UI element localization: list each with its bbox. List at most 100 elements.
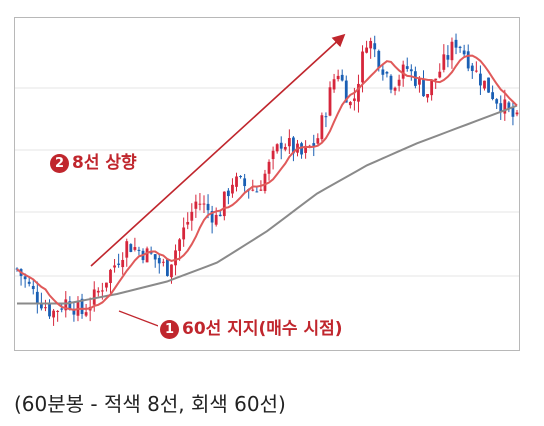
candle-down <box>80 298 84 314</box>
candle-down <box>385 71 389 74</box>
candle-down <box>511 106 515 117</box>
candle-down <box>72 310 76 315</box>
annotation-number-2: 2 <box>50 153 69 173</box>
candle-down <box>324 116 328 118</box>
candle-down <box>137 249 141 251</box>
candle-up <box>170 264 173 278</box>
candle-up <box>365 47 368 53</box>
candle-down <box>218 214 222 217</box>
candle-up <box>271 150 275 160</box>
candle-up <box>316 138 320 144</box>
candle-up <box>357 83 360 102</box>
candle-up <box>304 145 308 153</box>
candle-down <box>422 78 425 97</box>
candle-up <box>251 189 255 191</box>
candle-down <box>300 143 303 155</box>
candle-up <box>235 176 238 187</box>
candle-up <box>182 227 186 240</box>
candle-up <box>161 261 165 263</box>
candle-up <box>430 80 434 96</box>
ma8-line <box>16 54 518 311</box>
candle-up <box>190 211 194 221</box>
candle-down <box>446 55 450 60</box>
candle-up <box>397 79 401 86</box>
candle-down <box>48 304 51 317</box>
candle-up <box>474 70 478 72</box>
candle-down <box>499 103 503 113</box>
candle-down <box>157 257 161 264</box>
candle-up <box>418 78 421 85</box>
candle-down <box>39 303 43 309</box>
candle-up <box>283 146 287 150</box>
candle-down <box>15 268 19 270</box>
candle-up <box>125 241 129 258</box>
candle-down <box>405 66 409 69</box>
candle-down <box>255 191 259 193</box>
chart-caption: (60분봉 - 적색 8선, 회색 60선) <box>14 392 286 416</box>
candle-down <box>495 99 499 104</box>
candle-up <box>275 144 279 152</box>
candle-up <box>84 312 88 316</box>
candle-down <box>312 143 316 146</box>
candle-down <box>462 50 466 55</box>
annotation-ma60-support: 1 60선 지지(매수 시점) <box>158 314 345 339</box>
candle-down <box>243 178 247 187</box>
candle-down <box>68 301 72 310</box>
candle-down <box>292 137 295 154</box>
candle-up <box>503 99 507 114</box>
candle-up <box>178 239 182 251</box>
candle-down <box>479 73 482 86</box>
uptrend-arrow <box>90 33 346 267</box>
candle-down <box>340 74 344 81</box>
candle-up <box>438 71 442 78</box>
candle-down <box>27 281 31 284</box>
support-pointer-line <box>118 310 162 328</box>
candle-up <box>332 79 336 90</box>
candle-down <box>129 244 133 252</box>
candle-down <box>470 65 474 71</box>
candle-down <box>31 285 35 290</box>
candle-down <box>491 92 495 99</box>
annotation-ma8-rising: 2 8선 상향 <box>50 148 137 173</box>
candle-down <box>35 291 39 303</box>
ma60-line <box>17 104 518 305</box>
candle-up <box>109 269 112 284</box>
candle-up <box>56 310 60 312</box>
candle-up <box>320 115 324 140</box>
candle-down <box>454 39 458 48</box>
candle-up <box>450 41 454 61</box>
candle-up <box>64 299 68 311</box>
candle-down <box>381 69 385 75</box>
candle-up <box>267 161 271 174</box>
candle-down <box>210 211 214 223</box>
candle-up <box>92 289 96 305</box>
candle-up <box>352 98 356 101</box>
candle-up <box>222 191 226 217</box>
candle-up <box>174 250 177 266</box>
candle-up <box>214 214 218 225</box>
candle-up <box>434 78 438 81</box>
candle-down <box>226 190 230 197</box>
candle-up <box>105 282 108 288</box>
candle-up <box>287 138 291 147</box>
candle-down <box>507 102 511 109</box>
candle-down <box>239 176 242 178</box>
candle-down <box>23 276 27 280</box>
candle-up <box>194 201 198 209</box>
candle-up <box>145 248 149 263</box>
candle-up <box>133 247 137 250</box>
candle-up <box>361 51 364 83</box>
candle-up <box>186 221 190 225</box>
candle-down <box>206 203 210 211</box>
candle-up <box>393 87 397 91</box>
candle-up <box>100 290 104 292</box>
candle-down <box>344 80 348 103</box>
candle-up <box>121 259 125 268</box>
annotation-number-1: 1 <box>160 319 179 339</box>
candle-up <box>328 87 332 116</box>
candle-up <box>369 40 373 49</box>
candle-up <box>348 101 352 106</box>
chart-plot-area <box>15 33 519 328</box>
candle-up <box>96 290 100 293</box>
candle-down <box>117 263 121 265</box>
